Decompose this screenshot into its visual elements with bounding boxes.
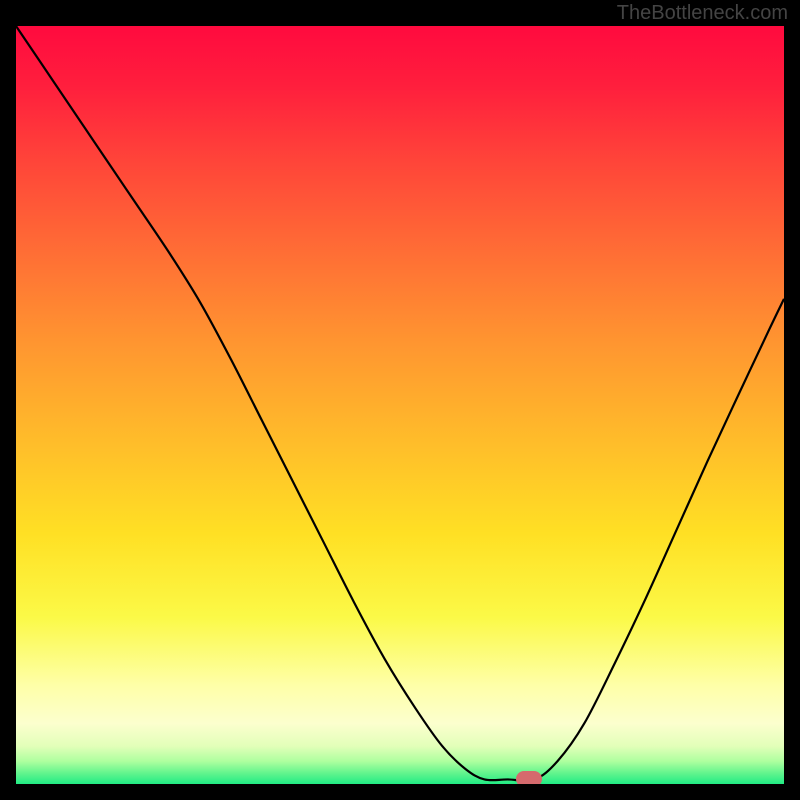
optimum-marker — [516, 771, 542, 784]
bottleneck-curve — [16, 26, 784, 784]
chart-plot-area — [16, 26, 784, 784]
watermark-text: TheBottleneck.com — [617, 2, 788, 25]
